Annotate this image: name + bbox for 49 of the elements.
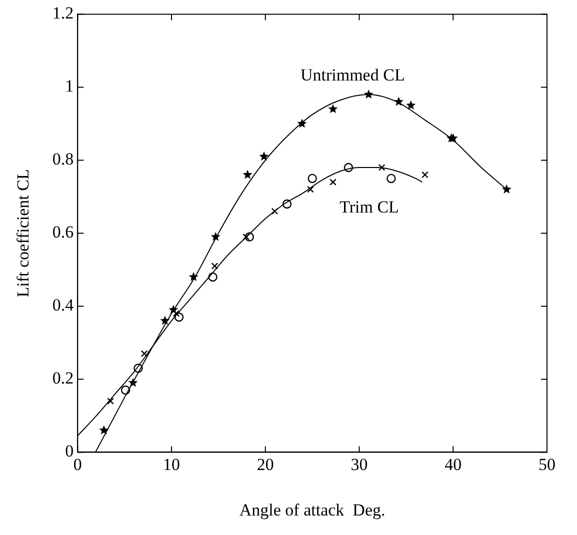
point bbox=[271, 208, 278, 215]
x-axis-title: Angle of attack Deg. bbox=[239, 500, 386, 520]
point bbox=[344, 162, 354, 172]
y-tick-label: 0.6 bbox=[52, 222, 74, 242]
point bbox=[211, 262, 218, 270]
x-tick-label: 20 bbox=[256, 454, 274, 474]
point bbox=[168, 304, 178, 314]
point bbox=[242, 170, 252, 179]
point bbox=[307, 186, 314, 193]
point bbox=[208, 272, 218, 282]
y-tick-label: 0.2 bbox=[52, 368, 74, 388]
point bbox=[210, 232, 220, 241]
point bbox=[386, 174, 396, 184]
point bbox=[107, 398, 114, 405]
point bbox=[502, 184, 512, 194]
x-tick-label: 10 bbox=[163, 454, 180, 474]
point bbox=[394, 96, 404, 106]
point bbox=[364, 90, 374, 99]
point bbox=[259, 152, 269, 161]
point bbox=[378, 164, 386, 171]
series-label: Trim CL bbox=[340, 197, 399, 216]
point bbox=[174, 312, 184, 322]
point bbox=[134, 364, 143, 373]
point bbox=[244, 232, 254, 242]
point bbox=[422, 171, 428, 178]
y-tick-label: 0.8 bbox=[52, 150, 74, 169]
point bbox=[308, 174, 317, 184]
point bbox=[128, 378, 138, 387]
point bbox=[99, 425, 109, 434]
point bbox=[160, 316, 170, 325]
point bbox=[330, 178, 336, 186]
point bbox=[172, 310, 180, 317]
point bbox=[297, 118, 307, 128]
y-tick-label: 0 bbox=[65, 442, 74, 461]
point bbox=[188, 272, 198, 282]
y-tick-label: 0.4 bbox=[52, 296, 74, 315]
x-tick-label: 30 bbox=[350, 454, 368, 474]
point bbox=[282, 199, 292, 209]
y-tick-label: 1.2 bbox=[52, 4, 74, 23]
y-tick-label: 1 bbox=[65, 76, 74, 96]
y-axis-title: Lift coefficient CL bbox=[14, 169, 33, 298]
series-label: Untrimmed CL bbox=[300, 65, 405, 84]
point bbox=[140, 350, 148, 358]
point bbox=[328, 104, 338, 114]
point bbox=[120, 386, 130, 395]
point bbox=[242, 233, 250, 240]
x-tick-label: 50 bbox=[538, 454, 556, 474]
point bbox=[406, 100, 416, 110]
x-tick-label: 40 bbox=[444, 454, 462, 474]
